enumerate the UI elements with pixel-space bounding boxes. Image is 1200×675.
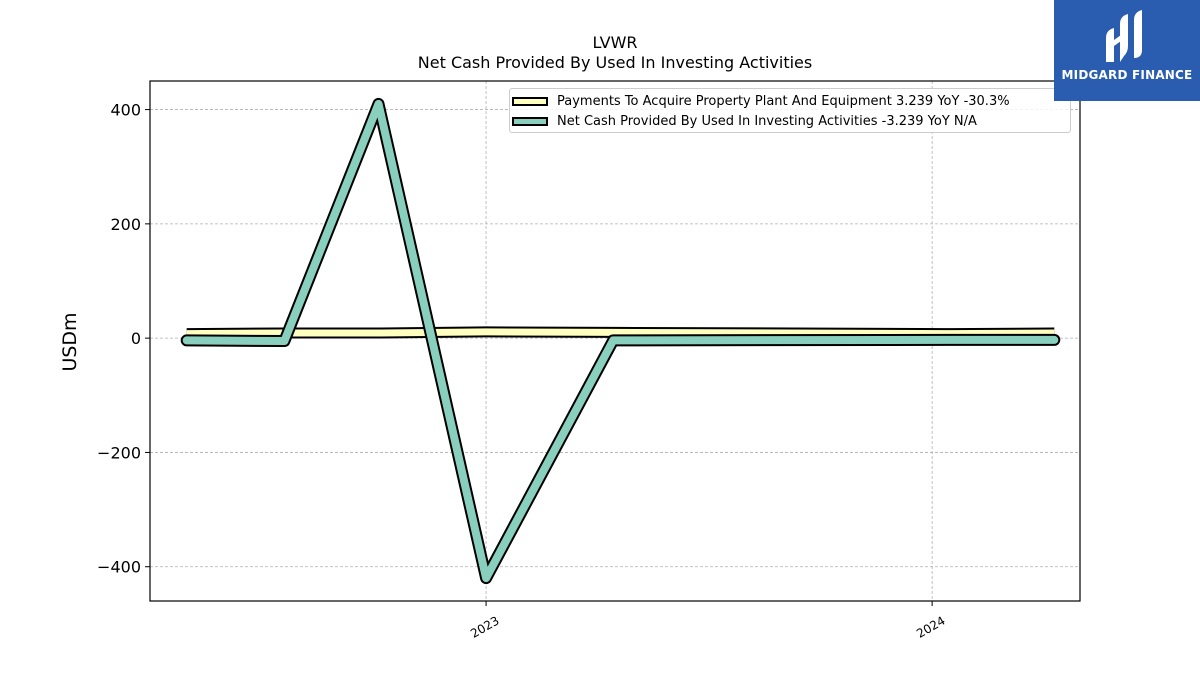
legend-swatch-capex: [512, 96, 548, 106]
legend-label-capex: Payments To Acquire Property Plant And E…: [557, 93, 1010, 109]
chart-title: Net Cash Provided By Used In Investing A…: [417, 53, 813, 72]
legend-label-investing: Net Cash Provided By Used In Investing A…: [557, 113, 977, 129]
y-tick-label: 400: [110, 101, 141, 120]
x-tick-label: 2024: [914, 613, 947, 640]
y-tick-label: −400: [97, 558, 141, 577]
plot-frame: [149, 80, 1081, 602]
series-line-0: [186, 328, 1055, 338]
logo-mark-icon: [1106, 10, 1142, 62]
y-tick-label: 0: [131, 329, 141, 348]
midgard-finance-logo: MIDGARD FINANCE: [1054, 0, 1200, 101]
x-tick-label: 2023: [468, 613, 501, 640]
logo-text: MIDGARD FINANCE: [1061, 68, 1193, 82]
y-axis-ticks: −400 −200 0 200 400: [97, 101, 150, 577]
x-axis-ticks: 2023 2024: [468, 601, 948, 641]
series-line-1: [182, 99, 1059, 583]
y-axis-label: USDm: [59, 312, 81, 371]
y-tick-label: 200: [110, 215, 141, 234]
legend-swatch-investing: [512, 116, 548, 126]
chart-ticker: LVWR: [592, 33, 638, 52]
y-tick-label: −200: [97, 443, 141, 462]
legend: Payments To Acquire Property Plant And E…: [509, 88, 1071, 133]
series-layer: [180, 97, 1061, 585]
